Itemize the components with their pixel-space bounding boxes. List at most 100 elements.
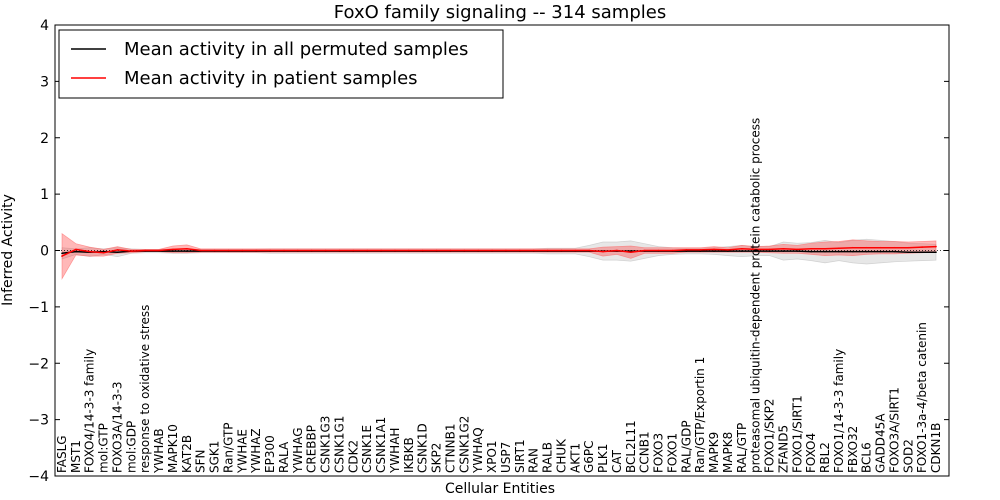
series-lines xyxy=(55,245,949,257)
entity-label: CCNB1 xyxy=(638,431,652,473)
entity-label: FOXO3A/14-3-3 xyxy=(110,381,124,473)
data-point xyxy=(727,250,729,252)
entity-label: YWHAZ xyxy=(249,428,263,474)
data-point xyxy=(130,250,133,252)
entity-label: CSNK1G2 xyxy=(457,416,471,473)
data-point xyxy=(463,249,466,252)
entity-label: RAN xyxy=(527,448,541,473)
entity-label: CSNK1G3 xyxy=(319,416,333,473)
data-point xyxy=(88,250,91,253)
entity-label: GADD45A xyxy=(874,413,888,473)
data-point xyxy=(893,250,896,253)
data-point xyxy=(574,249,577,252)
data-point xyxy=(810,248,812,250)
data-point xyxy=(61,255,63,257)
entity-label: YWHAE xyxy=(235,429,249,474)
data-point xyxy=(699,250,701,252)
entity-label: RAL/GDP xyxy=(679,420,693,473)
entity-label: MAPK8 xyxy=(721,432,735,473)
data-point xyxy=(935,251,937,253)
entity-label: CSNK1E xyxy=(360,425,374,473)
entity-label: SGK1 xyxy=(208,441,222,473)
y-tick-label: 0 xyxy=(40,244,49,260)
entity-label: CTNNB1 xyxy=(443,423,457,473)
data-point xyxy=(255,249,257,252)
data-point xyxy=(782,250,785,252)
entity-label: Ran/GTP/Exportin 1 xyxy=(693,357,707,473)
data-point xyxy=(768,248,771,251)
entity-label: CDK2 xyxy=(346,440,360,473)
y-axis-ticks: −4 −3 −2 −1 0 1 2 3 4 xyxy=(28,18,949,485)
data-point xyxy=(172,248,174,251)
data-point xyxy=(657,249,660,252)
entity-label: RALA xyxy=(277,441,291,473)
y-axis-label: Inferred Activity xyxy=(0,194,16,306)
data-point xyxy=(505,249,507,252)
data-point xyxy=(630,251,632,253)
entity-label: Ran/GTP xyxy=(221,422,235,473)
data-point xyxy=(75,248,77,251)
entity-label: EP300 xyxy=(263,435,277,473)
data-point xyxy=(879,250,882,253)
data-point xyxy=(754,250,757,252)
entity-label: YWHAH xyxy=(388,428,402,474)
data-point xyxy=(671,249,674,252)
data-point xyxy=(727,249,729,251)
data-point xyxy=(699,249,701,251)
entity-label: FOXO1 xyxy=(665,433,679,473)
entity-label: response to oxidative stress xyxy=(138,305,152,473)
data-point xyxy=(643,249,646,252)
entity-label: FOXO4/14-3-3 family xyxy=(83,349,97,473)
data-point xyxy=(616,249,618,252)
data-point xyxy=(921,251,923,253)
data-point xyxy=(824,248,826,250)
data-point xyxy=(380,249,382,252)
entity-label: CAT xyxy=(610,449,624,473)
data-point xyxy=(865,250,868,253)
entity-label: FOXO1/SIRT1 xyxy=(790,395,804,473)
chart-title: FoxO family signaling -- 314 samples xyxy=(334,2,666,23)
data-point xyxy=(824,250,826,253)
data-point xyxy=(893,246,896,249)
entity-label: FASLG xyxy=(55,435,69,473)
data-point xyxy=(116,251,119,253)
data-point xyxy=(435,249,438,252)
entity-label: YWHAQ xyxy=(471,427,485,474)
entity-label: MAPK10 xyxy=(166,424,180,473)
data-point xyxy=(158,249,160,252)
entity-label: mol:GTP xyxy=(97,423,111,473)
data-point xyxy=(741,248,743,250)
y-tick-label: 3 xyxy=(40,74,49,90)
entity-label: ZFAND5 xyxy=(776,425,790,473)
data-point xyxy=(491,249,493,252)
data-point xyxy=(838,250,840,253)
data-point xyxy=(713,250,715,252)
entity-label: CSNK1A1 xyxy=(374,417,388,473)
data-point xyxy=(199,249,202,252)
entity-label: SFN xyxy=(194,450,208,474)
x-axis-label: Cellular Entities xyxy=(445,481,555,497)
y-tick-label: 4 xyxy=(40,18,49,34)
entity-label: SOD2 xyxy=(901,439,915,473)
data-point xyxy=(685,249,688,251)
data-point xyxy=(227,249,230,252)
y-tick-label: −3 xyxy=(28,413,49,429)
data-point xyxy=(754,248,757,251)
entity-label: RALB xyxy=(541,442,555,473)
data-point xyxy=(310,249,313,252)
data-point xyxy=(685,250,688,252)
data-point xyxy=(477,249,480,252)
data-point xyxy=(852,250,854,253)
entity-label: IKBKB xyxy=(402,437,416,473)
entity-label: FOXO3 xyxy=(652,433,666,473)
entity-label: SIRT1 xyxy=(513,439,527,473)
data-point xyxy=(907,246,910,249)
entity-label: FOXO4 xyxy=(804,433,818,473)
entity-label: proteasomal ubiquitin-dependent protein … xyxy=(749,118,763,473)
data-point xyxy=(213,249,216,252)
entity-label: KAT2B xyxy=(180,435,194,473)
data-point xyxy=(449,249,452,252)
data-point xyxy=(741,250,743,252)
entity-label: mol:GDP xyxy=(124,421,138,473)
